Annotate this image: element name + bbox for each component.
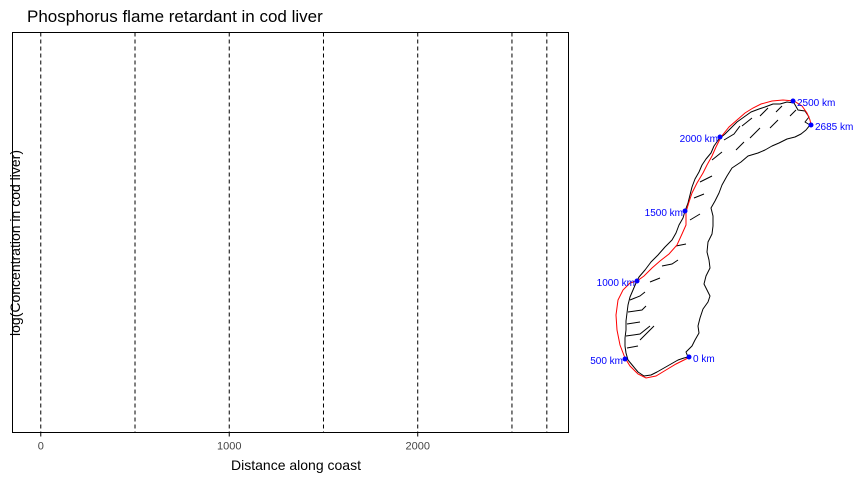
distance-markers: 0 km 500 km 1000 km 1500 km 2000 km 2500 km 26… <box>590 98 853 367</box>
x-tick-label: 0 <box>38 441 44 453</box>
marker-label-0km: 0 km <box>693 354 715 365</box>
x-axis-label: Distance along coast <box>231 457 361 473</box>
coastal-route <box>615 99 812 379</box>
marker-2685km <box>808 122 814 128</box>
marker-label-1500km: 1500 km <box>645 208 683 219</box>
x-tick-label: 2000 <box>405 441 429 453</box>
marker-0km <box>686 354 692 360</box>
x-axis: 0 1000 2000 <box>38 432 430 453</box>
chart-title: Phosphorus flame retardant in cod liver <box>27 7 323 26</box>
plot-area <box>12 32 569 433</box>
marker-label-2685km: 2685 km <box>815 122 853 133</box>
marker-2500km <box>790 98 796 104</box>
distance-reference-lines <box>40 32 548 433</box>
fjords <box>625 105 797 349</box>
marker-label-1000km: 1000 km <box>597 278 635 289</box>
marker-1500km <box>682 208 688 214</box>
marker-1000km <box>634 278 640 284</box>
marker-label-2000km: 2000 km <box>680 134 718 145</box>
x-tick-label: 1000 <box>217 441 241 453</box>
coastline <box>624 101 811 377</box>
marker-label-500km: 500 km <box>590 356 623 367</box>
marker-2000km <box>717 134 723 140</box>
marker-500km <box>622 356 628 362</box>
norway-map-inset: 0 km 500 km 1000 km 1500 km 2000 km 2500 km 26… <box>590 98 853 379</box>
y-axis-label: log(Concentration in cod liver) <box>7 150 23 336</box>
marker-label-2500km: 2500 km <box>797 98 835 109</box>
plot-panel: 0 1000 2000 <box>12 32 569 453</box>
